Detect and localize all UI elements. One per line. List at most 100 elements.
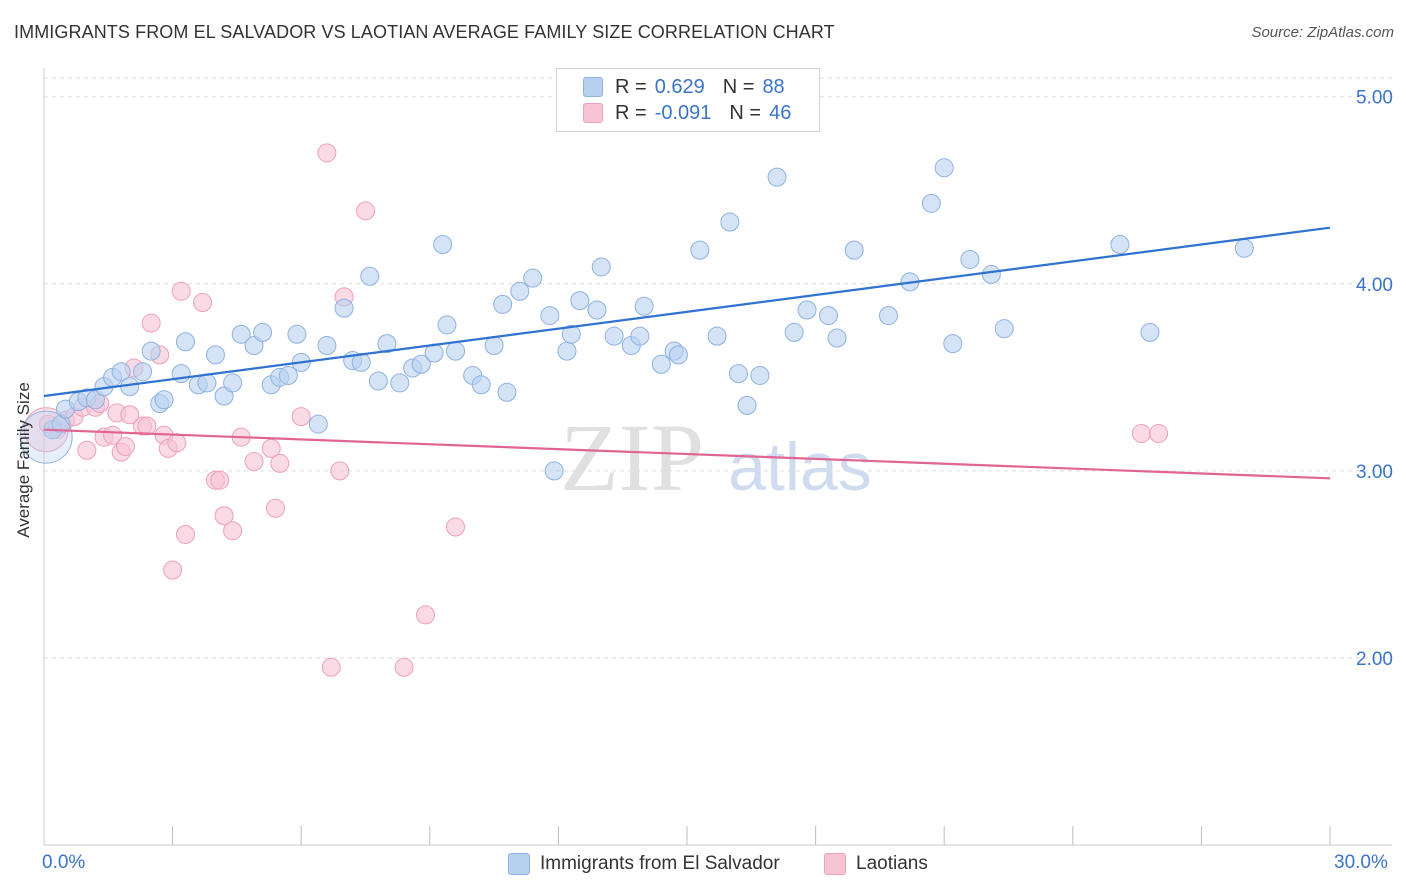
- laotian-point: [171, 281, 191, 301]
- legend-swatch-pink: [583, 103, 603, 123]
- el-salvador-points: [19, 158, 1254, 481]
- el-salvador-point: [540, 306, 560, 326]
- laotian-point: [141, 313, 161, 333]
- laotian-point: [163, 560, 183, 580]
- y-tick-label: 5.00: [1356, 88, 1393, 109]
- trend-lines: [43, 226, 1331, 480]
- el-salvador-point: [493, 294, 513, 314]
- y-tick-labels: 2.00 3.00 4.00 5.00: [1356, 88, 1393, 670]
- legend-r-label: R =: [615, 101, 647, 124]
- grid-lines: [44, 77, 1392, 659]
- legend-r-value: -0.091: [654, 101, 712, 124]
- source-label: Source: ZipAtlas.com: [1251, 24, 1394, 41]
- laotian-point: [291, 407, 311, 427]
- el-salvador-point: [797, 300, 817, 320]
- el-salvador-point: [981, 264, 1001, 284]
- el-salvador-point: [561, 324, 581, 344]
- el-salvador-point: [497, 382, 517, 402]
- el-salvador-point: [287, 324, 307, 344]
- el-salvador-point: [690, 240, 710, 260]
- el-salvador-point: [214, 386, 234, 406]
- el-salvador-point: [1234, 238, 1254, 258]
- el-salvador-point: [133, 362, 153, 382]
- legend-n-label: N =: [722, 75, 755, 98]
- el-salvador-point: [651, 354, 671, 374]
- watermark: ZIP atlas: [560, 404, 872, 511]
- el-salvador-point: [720, 212, 740, 232]
- el-salvador-point: [334, 298, 354, 318]
- laotian-point: [103, 425, 123, 445]
- el-salvador-point: [818, 306, 838, 326]
- legend-n-value: 46: [769, 101, 792, 124]
- el-salvador-point: [377, 334, 397, 354]
- el-salvador-point: [368, 371, 388, 391]
- el-salvador-point: [587, 300, 607, 320]
- el-salvador-point: [111, 362, 131, 382]
- laotian-point: [77, 440, 97, 460]
- laotian-point: [175, 524, 195, 544]
- laotian-point: [223, 521, 243, 541]
- laotian-point: [1131, 423, 1151, 443]
- legend-n-value: 88: [762, 75, 785, 98]
- el-salvador-point: [557, 341, 577, 361]
- el-salvador-point: [471, 375, 491, 395]
- el-salvador-point: [223, 373, 243, 393]
- watermark-zip: ZIP: [560, 404, 704, 511]
- laotian-point: [120, 405, 140, 425]
- y-tick-label: 4.00: [1356, 275, 1393, 296]
- el-salvador-point: [411, 354, 431, 374]
- el-salvador-point: [317, 336, 337, 356]
- el-salvador-point: [827, 328, 847, 348]
- laotian-point: [167, 433, 187, 453]
- laotian-point: [214, 506, 234, 526]
- legend-n-label: N =: [729, 101, 762, 124]
- legend-row-el-salvador: R = 0.629 N = 88: [583, 75, 785, 99]
- el-salvador-point: [934, 158, 954, 178]
- el-salvador-point: [510, 281, 530, 301]
- el-salvador-point: [437, 315, 457, 335]
- el-salvador-trend-line: [43, 226, 1331, 398]
- el-salvador-point: [244, 336, 264, 356]
- chart-title: IMMIGRANTS FROM EL SALVADOR VS LAOTIAN A…: [14, 22, 835, 42]
- laotian-point: [137, 416, 157, 436]
- bottom-legend-swatch-pink: [824, 853, 846, 875]
- laotian-point: [270, 453, 290, 473]
- laotian-point: [394, 657, 414, 677]
- el-salvador-point: [878, 306, 898, 326]
- laotian-point: [210, 470, 230, 490]
- laotian-point: [356, 201, 375, 221]
- bottom-legend-label-laotians: Laotians: [856, 853, 928, 874]
- bottom-legend-laotians: Laotians: [824, 852, 928, 876]
- laotian-point: [330, 461, 350, 481]
- el-salvador-point: [707, 326, 727, 346]
- el-salvador-point: [390, 373, 410, 393]
- el-salvador-point: [231, 324, 251, 344]
- el-salvador-point: [446, 341, 466, 361]
- el-salvador-point: [634, 296, 654, 316]
- x-tick-min: 0.0%: [42, 852, 86, 873]
- el-salvador-point: [523, 268, 543, 288]
- el-salvador-point: [484, 336, 504, 356]
- el-salvador-point: [141, 341, 161, 361]
- x-tick-max: 30.0%: [1334, 852, 1388, 873]
- el-salvador-point: [308, 414, 328, 434]
- el-salvador-cluster-point: [19, 410, 73, 464]
- y-tick-label: 2.00: [1356, 649, 1393, 670]
- el-salvador-point: [604, 326, 624, 346]
- laotian-point: [446, 517, 466, 537]
- el-salvador-point: [728, 364, 748, 384]
- el-salvador-point: [668, 345, 688, 365]
- el-salvador-point: [544, 461, 564, 481]
- laotian-point: [321, 657, 341, 677]
- el-salvador-point: [360, 266, 380, 286]
- el-salvador-point: [994, 319, 1014, 339]
- legend-swatch-blue: [583, 77, 603, 97]
- correlation-legend: R = 0.629 N = 88 R = -0.091 N = 46: [556, 68, 820, 132]
- el-salvador-point: [960, 249, 980, 269]
- el-salvador-point: [570, 291, 590, 311]
- el-salvador-point: [737, 395, 757, 415]
- el-salvador-point: [844, 240, 864, 260]
- bottom-legend-swatch-blue: [508, 853, 530, 875]
- el-salvador-point: [205, 345, 225, 365]
